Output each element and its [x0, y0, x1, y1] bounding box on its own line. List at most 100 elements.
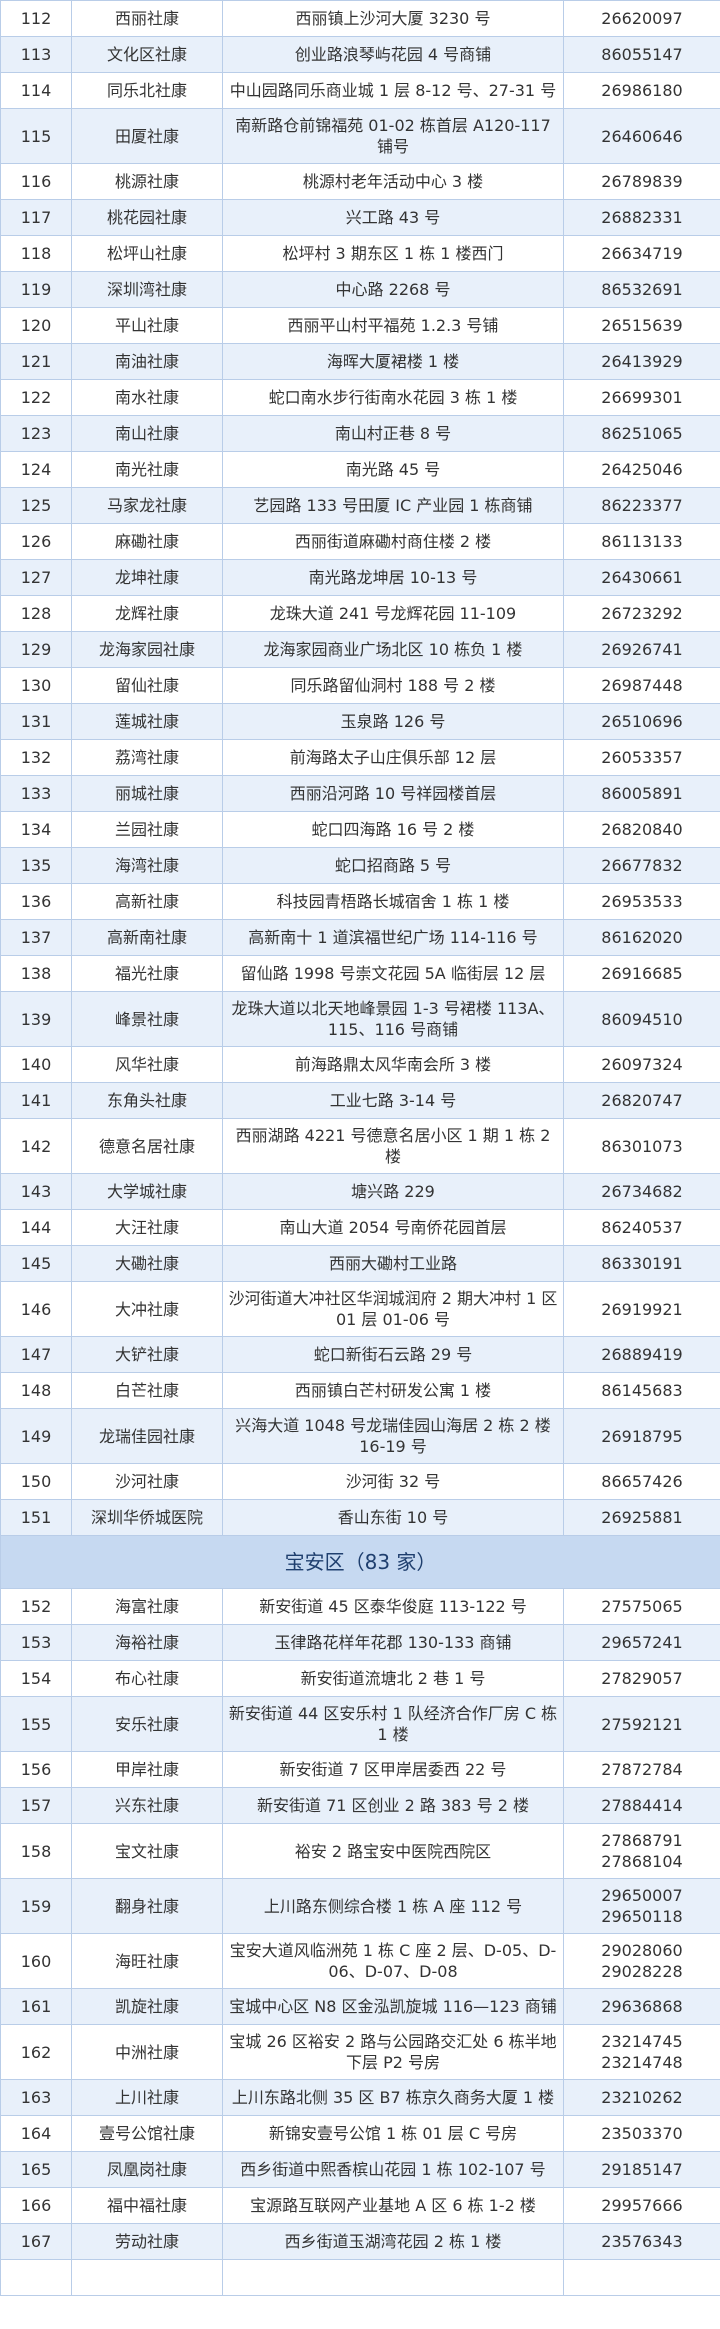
phone-number: 26925881: [601, 1508, 683, 1527]
phone: 26734682: [563, 1173, 720, 1210]
address: 西丽镇白芒村研发公寓 1 楼: [222, 1372, 564, 1409]
table-row: 163 上川社康 上川东路北侧 35 区 B7 栋京久商务大厦 1 楼 2321026…: [0, 2079, 720, 2116]
table-row: 117 桃花园社康 兴工路 43 号 26882331: [0, 199, 720, 236]
table-row: 129 龙海家园社康 龙海家园商业广场北区 10 栋负 1 楼 26926741: [0, 631, 720, 668]
phone-number: 29650007: [601, 1886, 683, 1905]
clinic-name: 桃花园社康: [71, 199, 223, 236]
phone-number: 26515639: [601, 316, 683, 335]
row-number: 149: [0, 1408, 72, 1464]
phone-number: 29657241: [601, 1633, 683, 1652]
row-number: 148: [0, 1372, 72, 1409]
clinic-name: 高新南社康: [71, 919, 223, 956]
clinic-name: 南山社康: [71, 415, 223, 452]
table-row: 134 兰园社康 蛇口四海路 16 号 2 楼 26820840: [0, 811, 720, 848]
clinic-name: 南油社康: [71, 343, 223, 380]
phone-number: 29650118: [601, 1907, 683, 1926]
table-row: 119 深圳湾社康 中心路 2268 号 86532691: [0, 271, 720, 308]
address: 松坪村 3 期东区 1 栋 1 楼西门: [222, 235, 564, 272]
phone-number: 86005891: [601, 784, 683, 803]
row-number: 135: [0, 847, 72, 884]
phone-number: 86055147: [601, 45, 683, 64]
phone-number: 26425046: [601, 460, 683, 479]
phone-number: 23214748: [601, 2053, 683, 2072]
clinic-name: 翻身社康: [71, 1878, 223, 1934]
phone: 23214745 23214748: [563, 2024, 720, 2080]
table-row: 118 松坪山社康 松坪村 3 期东区 1 栋 1 楼西门 26634719: [0, 235, 720, 272]
phone-number: 29028060: [601, 1941, 683, 1960]
table-row: 165 凤凰岗社康 西乡街道中熙香槟山花园 1 栋 102-107 号 2918514…: [0, 2151, 720, 2188]
address: 西丽街道麻磡村商住楼 2 楼: [222, 523, 564, 560]
clinic-name: 麻磡社康: [71, 523, 223, 560]
phone-number: 86532691: [601, 280, 683, 299]
address: 南光路龙坤居 10-13 号: [222, 559, 564, 596]
table-row: 141 东角头社康 工业七路 3-14 号 26820747: [0, 1082, 720, 1119]
address: 塘兴路 229: [222, 1173, 564, 1210]
blank-cell: [563, 2259, 720, 2296]
clinic-name: 福光社康: [71, 955, 223, 992]
row-number: 152: [0, 1588, 72, 1625]
address: 西丽沿河路 10 号祥园楼首层: [222, 775, 564, 812]
table-row: 143 大学城社康 塘兴路 229 26734682: [0, 1173, 720, 1210]
row-number: 160: [0, 1933, 72, 1989]
address: 西丽镇上沙河大厦 3230 号: [222, 0, 564, 37]
address: 南山村正巷 8 号: [222, 415, 564, 452]
phone: 29185147: [563, 2151, 720, 2188]
row-number: 112: [0, 0, 72, 37]
phone: 26425046: [563, 451, 720, 488]
table-row: 157 兴东社康 新安街道 71 区创业 2 路 383 号 2 楼 27884414: [0, 1787, 720, 1824]
table-row: 155 安乐社康 新安街道 44 区安乐村 1 队经济合作厂房 C 栋 1 楼 275…: [0, 1696, 720, 1752]
address: 西丽平山村平福苑 1.2.3 号铺: [222, 307, 564, 344]
phone-number: 86145683: [601, 1381, 683, 1400]
row-number: 154: [0, 1660, 72, 1697]
phone: 86251065: [563, 415, 720, 452]
table-row: 150 沙河社康 沙河街 32 号 86657426: [0, 1463, 720, 1500]
clinic-name: 龙瑞佳园社康: [71, 1408, 223, 1464]
clinic-name: 布心社康: [71, 1660, 223, 1697]
row-number: 123: [0, 415, 72, 452]
row-number: 146: [0, 1281, 72, 1337]
clinic-name: 龙坤社康: [71, 559, 223, 596]
phone-number: 29636868: [601, 1997, 683, 2016]
row-number: 117: [0, 199, 72, 236]
phone: 86223377: [563, 487, 720, 524]
phone: 26677832: [563, 847, 720, 884]
phone: 26918795: [563, 1408, 720, 1464]
address: 兴工路 43 号: [222, 199, 564, 236]
table-row: 159 翻身社康 上川路东侧综合楼 1 栋 A 座 112 号 29650007 296…: [0, 1878, 720, 1934]
address: 蛇口新街石云路 29 号: [222, 1336, 564, 1373]
address: 创业路浪琴屿花园 4 号商铺: [222, 36, 564, 73]
row-number: 113: [0, 36, 72, 73]
clinic-name: 甲岸社康: [71, 1751, 223, 1788]
row-number: 121: [0, 343, 72, 380]
phone: 26460646: [563, 108, 720, 164]
address: 蛇口四海路 16 号 2 楼: [222, 811, 564, 848]
address: 龙海家园商业广场北区 10 栋负 1 楼: [222, 631, 564, 668]
blank-cell: [0, 2259, 72, 2296]
phone: 27829057: [563, 1660, 720, 1697]
clinic-name: 兴东社康: [71, 1787, 223, 1824]
clinic-name: 中洲社康: [71, 2024, 223, 2080]
phone-number: 26918795: [601, 1426, 683, 1446]
address: 蛇口招商路 5 号: [222, 847, 564, 884]
clinic-name: 西丽社康: [71, 0, 223, 37]
phone: 26919921: [563, 1281, 720, 1337]
row-number: 145: [0, 1245, 72, 1282]
phone: 26097324: [563, 1046, 720, 1083]
address: 留仙路 1998 号崇文花园 5A 临街层 12 层: [222, 955, 564, 992]
phone: 26789839: [563, 163, 720, 200]
clinic-name: 同乐北社康: [71, 72, 223, 109]
address: 沙河街 32 号: [222, 1463, 564, 1500]
table-row: 158 宝文社康 裕安 2 路宝安中医院西院区 27868791 27868104: [0, 1823, 720, 1879]
address: 宝城中心区 N8 区金泓凯旋城 116—123 商铺: [222, 1988, 564, 2025]
clinic-name: 大冲社康: [71, 1281, 223, 1337]
phone: 26986180: [563, 72, 720, 109]
address: 西丽湖路 4221 号德意名居小区 1 期 1 栋 2 楼: [222, 1118, 564, 1174]
clinic-name: 大学城社康: [71, 1173, 223, 1210]
phone: 26515639: [563, 307, 720, 344]
clinic-name: 福中福社康: [71, 2187, 223, 2224]
phone-number: 23210262: [601, 2088, 683, 2107]
clinic-name: 莲城社康: [71, 703, 223, 740]
clinic-name: 海裕社康: [71, 1624, 223, 1661]
phone-number: 26723292: [601, 604, 683, 623]
address: 新锦安壹号公馆 1 栋 01 层 C 号房: [222, 2115, 564, 2152]
